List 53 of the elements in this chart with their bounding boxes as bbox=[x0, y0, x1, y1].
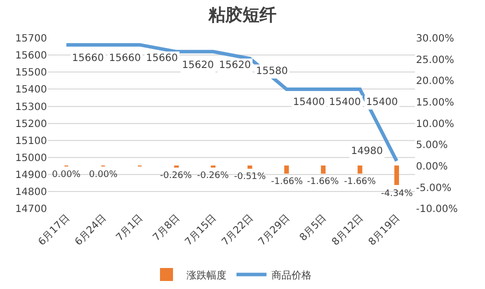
y2-tick-label: 25.00% bbox=[416, 54, 454, 66]
data-label: 14980 bbox=[351, 146, 383, 157]
data-label: 15400 bbox=[329, 97, 361, 108]
legend-label: 涨跌幅度 bbox=[186, 269, 226, 282]
x-tick-label: 7月15日 bbox=[183, 212, 219, 248]
y2-tick-label: 15.00% bbox=[416, 98, 454, 109]
data-label: -0.51% bbox=[234, 172, 266, 182]
data-label: -1.66% bbox=[307, 177, 340, 187]
data-label: -4.34% bbox=[381, 189, 414, 199]
x-tick-label: 8月19日 bbox=[366, 212, 402, 248]
line-series bbox=[64, 43, 398, 163]
y-tick-label: 15300 bbox=[15, 102, 47, 113]
data-label: 15620 bbox=[182, 60, 214, 71]
x-tick-label: 7月29日 bbox=[256, 212, 292, 248]
data-label: 15660 bbox=[72, 53, 104, 64]
y2-tick-label: 5.00% bbox=[416, 140, 448, 152]
x-tick-label: 8月12日 bbox=[330, 212, 366, 248]
y2-tick-label: -5.00% bbox=[416, 182, 452, 194]
data-label: 15400 bbox=[366, 97, 398, 108]
y-tick-label: 14900 bbox=[15, 170, 47, 182]
y2-tick-label: -10.00% bbox=[416, 204, 458, 216]
y2-tick-label: 30.00% bbox=[416, 34, 454, 44]
data-label: 15620 bbox=[219, 60, 251, 71]
x-tick-label: 6月24日 bbox=[73, 212, 109, 248]
data-label: -1.66% bbox=[271, 177, 304, 187]
data-label: -0.26% bbox=[197, 171, 230, 181]
data-label: 15660 bbox=[146, 53, 178, 64]
y-tick-label: 15600 bbox=[15, 50, 47, 62]
data-label: 0.00% bbox=[52, 170, 82, 180]
y-tick-label: 15100 bbox=[15, 136, 47, 147]
x-tick-label: 6月17日 bbox=[36, 212, 72, 248]
data-label: 15580 bbox=[256, 66, 288, 77]
y-tick-label: 14700 bbox=[15, 204, 47, 216]
x-tick-label: 7月1日 bbox=[114, 212, 146, 244]
data-label: -1.66% bbox=[344, 177, 376, 187]
chart-title: 粘胶短纤 bbox=[208, 6, 276, 26]
y2-tick-label: 0.00% bbox=[416, 162, 448, 173]
data-label: 15660 bbox=[109, 53, 141, 64]
data-label: 15400 bbox=[293, 97, 325, 108]
data-label: 0.00% bbox=[89, 170, 118, 180]
y-tick-label: 14800 bbox=[15, 187, 47, 198]
y-tick-label: 15700 bbox=[15, 34, 47, 44]
x-tick-label: 8月5日 bbox=[298, 212, 329, 244]
y2-tick-label: 20.00% bbox=[416, 76, 454, 88]
legend-label: 商品价格 bbox=[272, 269, 312, 282]
y-tick-label: 15400 bbox=[15, 84, 47, 96]
x-tick-label: 7月8日 bbox=[151, 212, 182, 244]
y-tick-label: 15000 bbox=[15, 152, 47, 164]
x-tick-label: 7月22日 bbox=[220, 212, 256, 248]
y-tick-label: 15500 bbox=[15, 68, 47, 79]
data-label: -0.26% bbox=[160, 171, 192, 181]
y2-tick-label: 10.00% bbox=[416, 118, 454, 130]
y-tick-label: 15200 bbox=[15, 118, 47, 130]
